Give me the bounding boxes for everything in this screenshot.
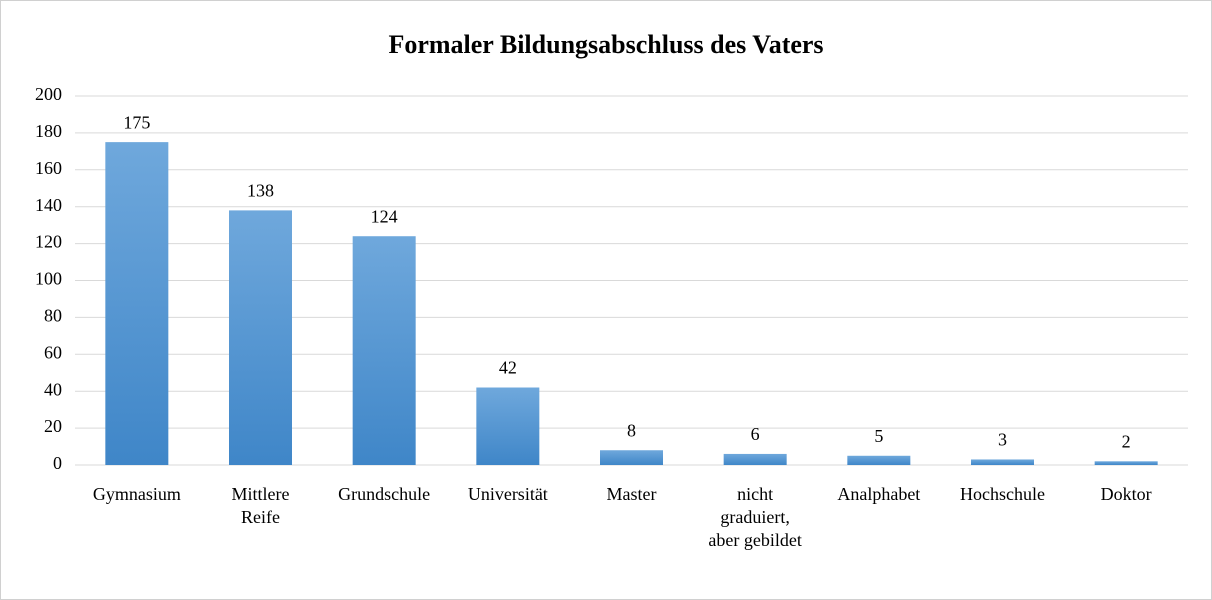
x-tick-label: Analphabet <box>837 484 921 504</box>
x-tick-label: Mittlere Reife <box>231 484 290 527</box>
x-tick-label: Doktor <box>1100 484 1152 504</box>
bar <box>352 236 416 465</box>
bar <box>600 450 663 465</box>
value-label: 5 <box>874 426 883 446</box>
y-tick-label: 200 <box>35 84 62 104</box>
y-tick-label: 140 <box>35 195 62 215</box>
bar <box>723 453 787 465</box>
y-tick-label: 160 <box>35 158 62 178</box>
y-tick-label: 40 <box>44 379 62 399</box>
value-label: 124 <box>371 206 398 226</box>
y-tick-label: 120 <box>35 232 62 252</box>
y-tick-label: 60 <box>44 342 62 362</box>
bar <box>229 210 292 465</box>
bar <box>971 459 1034 465</box>
value-label: 6 <box>751 424 760 444</box>
value-label: 42 <box>499 358 517 378</box>
bar <box>476 387 540 465</box>
value-label: 138 <box>247 181 274 201</box>
x-tick-label: Master <box>606 484 657 504</box>
y-tick-label: 80 <box>44 306 62 326</box>
x-tick-label: Grundschule <box>338 484 431 504</box>
x-tick-label: Gymnasium <box>92 484 181 504</box>
y-tick-label: 180 <box>35 121 62 141</box>
chart-title: Formaler Bildungsabschluss des Vaters <box>388 30 823 59</box>
value-label: 175 <box>123 112 150 132</box>
x-tick-label: Hochschule <box>960 484 1045 504</box>
x-tick-label: Universität <box>467 484 548 504</box>
bar <box>1094 461 1158 465</box>
y-tick-label: 100 <box>35 269 62 289</box>
value-label: 3 <box>998 430 1007 450</box>
bar <box>847 455 911 465</box>
y-tick-label: 20 <box>44 416 62 436</box>
value-label: 2 <box>1122 431 1131 451</box>
y-tick-label: 0 <box>53 453 62 473</box>
value-label: 8 <box>627 420 636 440</box>
x-tick-label: nicht graduiert, aber gebildet <box>708 484 802 550</box>
bar <box>105 142 169 465</box>
